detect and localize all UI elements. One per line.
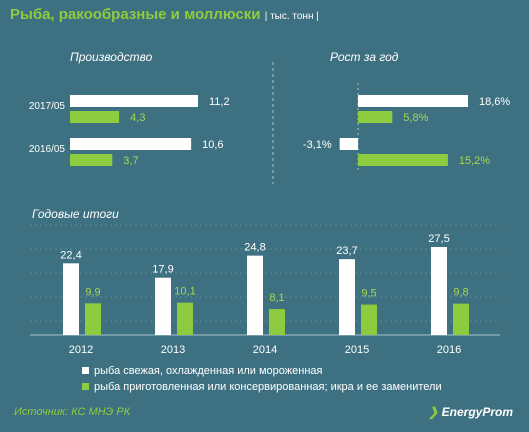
annual-year-label: 2015 (345, 344, 369, 356)
growth-bar-fresh (339, 138, 358, 150)
production-value-label: 10,6 (202, 139, 223, 151)
legend-fresh: рыба свежая, охлажденная или мороженная (82, 365, 322, 377)
legend-processed-swatch (82, 383, 89, 390)
annual-value-label: 27,5 (428, 233, 449, 245)
annual-chart: 22,4 9,9 2012 17,910,1 2013 24,8 8,1 2014 23,7 9,… (30, 224, 500, 356)
top-marks: 2017/05 11,2 4,3 2016/05 10,6 3,7 18,6% 5,8% -3,… (29, 95, 510, 167)
growth-bar-fresh (358, 95, 468, 107)
production-value-label: 11,2 (209, 96, 230, 108)
production-bar-fresh (70, 138, 192, 150)
annual-bar-processed (269, 309, 285, 335)
annual-bar-processed (361, 304, 377, 335)
annual-bar-processed (177, 302, 193, 335)
title-text: Рыба, ракообразные и моллюски (10, 6, 261, 23)
annual-value-label: 10,1 (174, 286, 195, 298)
growth-value-label: 5,8% (403, 112, 428, 124)
annual-value-label: 9,8 (453, 287, 468, 299)
production-bar-processed (70, 111, 120, 123)
annual-year-label: 2012 (69, 344, 93, 356)
annual-year-label: 2013 (161, 344, 185, 356)
growth-value-label: 15,2% (459, 155, 490, 167)
production-value-label: 3,7 (123, 155, 138, 167)
annual-value-label: 22,4 (60, 249, 81, 261)
annual-value-label: 17,9 (152, 264, 173, 276)
legend-fresh-label: рыба свежая, охлажденная или мороженная (94, 365, 323, 377)
annual-value-label: 9,9 (85, 286, 100, 298)
title-unit: | тыс. тонн | (264, 11, 319, 22)
brand-logo: ❯ EnergyProm (428, 405, 513, 419)
production-bar-processed (70, 154, 113, 166)
annual-value-label: 23,7 (336, 245, 357, 257)
source-note: Источник: КС МНЭ РК (14, 406, 131, 418)
production-category-label: 2017/05 (29, 101, 66, 112)
annual-bar-fresh (155, 277, 171, 335)
annual-value-label: 9,5 (361, 288, 376, 300)
annual-bar-processed (453, 303, 469, 335)
annual-bar-fresh (339, 259, 355, 335)
annual-gridlines (30, 224, 500, 336)
annual-marks: 22,4 9,9 2012 17,910,1 2013 24,8 8,1 2014 23,7 9,… (60, 233, 469, 356)
growth-bar-processed (358, 154, 448, 166)
annual-bar-processed (85, 303, 101, 335)
annual-bar-fresh (63, 263, 79, 335)
page-title: Рыба, ракообразные и моллюски | тыс. тон… (10, 6, 319, 23)
growth-value-label: -3,1% (303, 139, 332, 151)
annual-bar-fresh (431, 247, 447, 335)
legend-processed: рыба приготовленная или консервированная… (82, 381, 442, 393)
production-subtitle: Производство (70, 50, 153, 64)
annual-value-label: 8,1 (269, 292, 284, 304)
top-charts: 2017/05 11,2 4,3 2016/05 10,6 3,7 18,6% 5,8% -3,… (29, 62, 510, 184)
production-category-label: 2016/05 (29, 144, 66, 155)
annual-subtitle: Годовые итоги (32, 207, 119, 221)
annual-year-label: 2016 (437, 344, 461, 356)
growth-bar-processed (358, 111, 393, 123)
legend-fresh-swatch (82, 367, 89, 374)
growth-subtitle: Рост за год (330, 50, 399, 64)
annual-bar-fresh (247, 255, 263, 335)
legend-processed-label: рыба приготовленная или консервированная… (94, 381, 442, 393)
annual-value-label: 24,8 (244, 242, 265, 254)
annual-year-label: 2014 (253, 344, 277, 356)
growth-value-label: 18,6% (479, 96, 510, 108)
brand-name: EnergyProm (441, 405, 513, 419)
production-bar-fresh (70, 95, 198, 107)
production-value-label: 4,3 (130, 112, 145, 124)
brand-leaf-icon: ❯ (428, 405, 439, 419)
